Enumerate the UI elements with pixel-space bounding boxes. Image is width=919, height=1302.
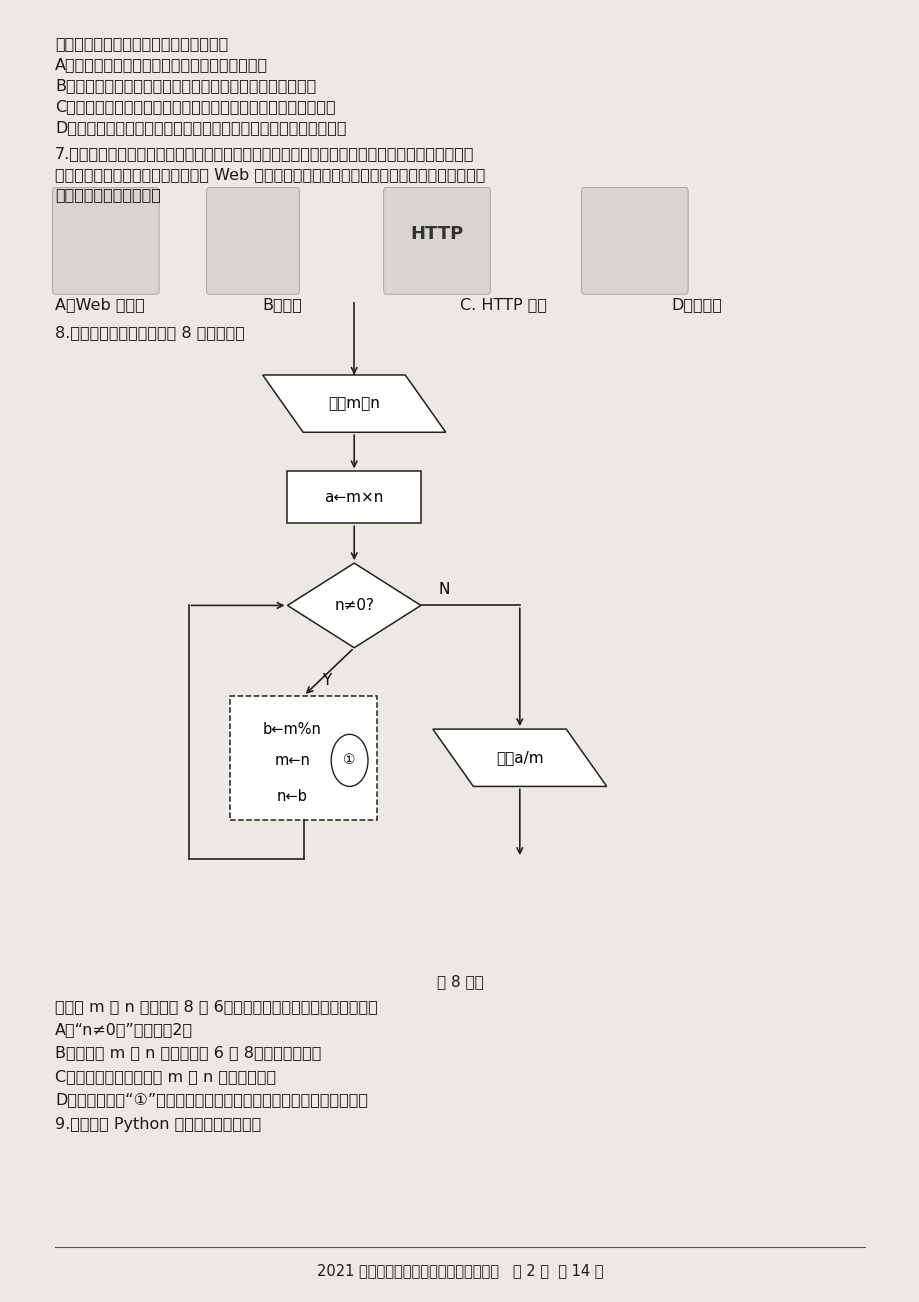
Text: 若输入 m 和 n 的值分别 8 和 6，运行该算法后，以下说法正确的是: 若输入 m 和 n 的值分别 8 和 6，运行该算法后，以下说法正确的是 [55,999,378,1014]
Text: C．该算法的功能为求解 m 和 n 的最大公约数: C．该算法的功能为求解 m 和 n 的最大公约数 [55,1069,276,1085]
Text: n←b: n←b [277,789,308,805]
Bar [230,695,377,820]
Text: 下列关于该信息系统的说法，不正确的是: 下列关于该信息系统的说法，不正确的是 [55,36,228,52]
Text: 输入m，n: 输入m，n [328,396,380,411]
Text: b←m%n: b←m%n [263,721,322,737]
Text: C. HTTP 协议: C. HTTP 协议 [460,297,547,312]
Text: 8.某算法的部分流程图如第 8 题图所示。: 8.某算法的部分流程图如第 8 题图所示。 [55,326,244,341]
Text: A．Web 服务器: A．Web 服务器 [55,297,145,312]
Text: D．从一个完整的信息系统要求出发，该系统应该具备数据存储功能: D．从一个完整的信息系统要求出发，该系统应该具备数据存储功能 [55,120,346,135]
Text: a←m×n: a←m×n [324,490,383,505]
Text: 7.某校的计算机教室是一个局域网。由于上课需要，张老师在计算机教室里搞建了一个教学网站。: 7.某校的计算机教室是一个局域网。由于上课需要，张老师在计算机教室里搞建了一个教… [55,146,474,161]
Text: A．通信网络也是组成该信息系统的关键要素之一: A．通信网络也是组成该信息系统的关键要素之一 [55,57,268,73]
Text: A．“n≠0？”共执行了2次: A．“n≠0？”共执行了2次 [55,1022,193,1038]
Text: D．客户端: D．客户端 [671,297,721,312]
Text: B．该信息系统主要是为了解决学生综合素质在线评价的问题: B．该信息系统主要是为了解决学生综合素质在线评价的问题 [55,78,316,94]
Text: ①: ① [343,754,356,767]
Text: m←n: m←n [275,753,310,768]
FancyBboxPatch shape [207,187,300,294]
Polygon shape [263,375,446,432]
FancyBboxPatch shape [581,187,687,294]
Text: 学生在机房上课期间，通过学生机的 Web 浏览器访问并浏览该网站。在学生访问教学网站的过程: 学生在机房上课期间，通过学生机的 Web 浏览器访问并浏览该网站。在学生访问教学… [55,167,485,182]
Text: 2021 学年第一学期高二期末考试技术试题   第 2 页  共 14 页: 2021 学年第一学期高二期末考试技术试题 第 2 页 共 14 页 [316,1263,603,1279]
Text: 输出a/m: 输出a/m [495,750,543,766]
Bar [287,471,421,523]
Circle shape [331,734,368,786]
Text: N: N [437,582,449,598]
Text: B．若输入 m 和 n 的值分别为 6 和 8，运行结果不变: B．若输入 m 和 n 的值分别为 6 和 8，运行结果不变 [55,1046,322,1061]
Text: 第 8 题图: 第 8 题图 [437,974,482,990]
FancyBboxPatch shape [52,187,159,294]
Text: n≠0?: n≠0? [334,598,374,613]
Text: D．流程图标记“①”所在处理框中的语句调换次序不影响该算法的功能: D．流程图标记“①”所在处理框中的语句调换次序不影响该算法的功能 [55,1092,368,1108]
FancyBboxPatch shape [383,187,490,294]
Text: HTTP: HTTP [410,225,463,243]
Polygon shape [432,729,607,786]
Text: 中，网页传输不涉及的是: 中，网页传输不涉及的是 [55,187,161,203]
Polygon shape [287,562,421,647]
Text: Y: Y [322,673,331,687]
Text: 9.下列关于 Python 表达式描述正确的是: 9.下列关于 Python 表达式描述正确的是 [55,1117,261,1133]
Text: B．网关: B．网关 [262,297,301,312]
Text: C．该信息系统的用户主要指使用该系统的学校教师、学生和家长: C．该信息系统的用户主要指使用该系统的学校教师、学生和家长 [55,99,335,115]
